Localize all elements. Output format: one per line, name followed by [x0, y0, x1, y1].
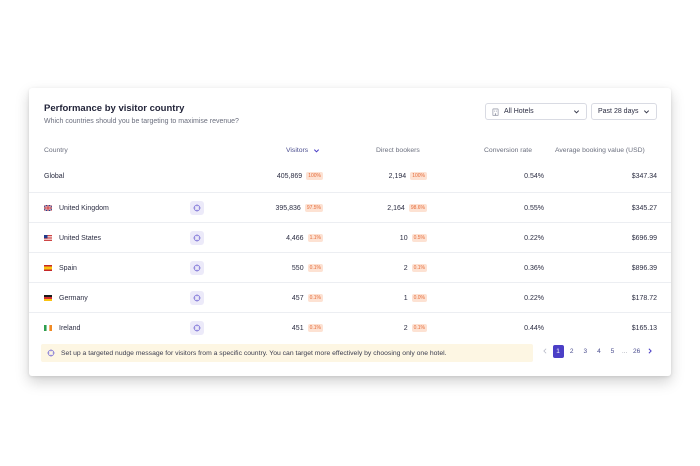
uk-flag-icon	[44, 205, 52, 211]
avg-booking-value: $347.34	[631, 172, 657, 180]
target-country-button[interactable]	[190, 291, 204, 305]
conversion-value: 0.22%	[524, 294, 544, 302]
page-button-4[interactable]: 4	[597, 347, 601, 355]
page-button-last[interactable]: 26	[633, 347, 641, 355]
period-filter-dropdown[interactable]: Past 28 days	[591, 103, 657, 120]
visitors-cell: 405,869 100%	[277, 161, 323, 191]
visitors-pct-badge: 97.5%	[304, 204, 323, 212]
conversion-value: 0.44%	[524, 324, 544, 332]
visitors-value: 550	[291, 264, 304, 272]
targeting-tip-banner: Set up a targeted nudge message for visi…	[41, 344, 533, 362]
visitors-value: 457	[291, 294, 304, 302]
bookers-pct-badge: 98.6%	[408, 204, 427, 212]
germany-flag-icon	[44, 295, 52, 301]
bookers-cell: 2,194 100%	[389, 161, 427, 191]
spain-flag-icon	[44, 265, 52, 271]
chevron-left-icon	[542, 348, 546, 354]
ireland-flag-icon	[44, 325, 52, 331]
crosshair-icon	[47, 349, 55, 357]
page-button-2[interactable]: 2	[569, 347, 574, 355]
visitors-value: 405,869	[276, 172, 303, 180]
bookers-pct-badge: 0.1%	[411, 324, 427, 332]
bookers-value: 2	[403, 324, 408, 332]
country-name: Global	[44, 172, 65, 180]
target-country-button[interactable]	[190, 261, 204, 275]
hotel-filter-label: All Hotels	[504, 108, 534, 115]
visitors-value: 451	[291, 324, 304, 332]
table-row: Ireland 451 0.1% 2 0.1% 0.44% $165.13	[29, 312, 671, 343]
page-button-1[interactable]: 1	[552, 344, 564, 358]
bookers-pct-badge: 0.0%	[411, 294, 427, 302]
chevron-down-icon	[643, 110, 650, 114]
pagination-ellipsis: ...	[621, 347, 628, 355]
bookers-value: 2,194	[388, 172, 407, 180]
avg-booking-value: $178.72	[631, 294, 657, 302]
hotel-icon	[492, 108, 499, 116]
table-row: United States 4,466 1.1% 10 0.5% 0.22% $…	[29, 222, 671, 253]
crosshair-icon	[193, 234, 201, 242]
target-country-button[interactable]	[190, 231, 204, 245]
table-row: Germany 457 0.1% 1 0.0% 0.22% $178.72	[29, 282, 671, 313]
avg-booking-value: $345.27	[631, 204, 657, 212]
avg-booking-value: $165.13	[631, 324, 657, 332]
country-name: United States	[59, 234, 102, 242]
country-name: Germany	[59, 294, 88, 302]
country-name: Spain	[59, 264, 77, 272]
visitors-pct-badge: 0.1%	[307, 294, 323, 302]
us-flag-icon	[44, 235, 52, 241]
visitors-pct-badge: 1.1%	[307, 234, 323, 242]
bookers-value: 10	[399, 234, 408, 242]
bookers-pct-badge: 100%	[410, 172, 427, 180]
chevron-down-icon	[573, 110, 580, 114]
column-header-conversion-rate: Conversion rate	[484, 147, 532, 154]
conversion-value: 0.55%	[524, 204, 544, 212]
bookers-value: 2	[403, 264, 408, 272]
next-page-button[interactable]	[645, 345, 656, 358]
crosshair-icon	[193, 264, 201, 272]
conversion-value: 0.22%	[524, 234, 544, 242]
table-row: United Kingdom 395,836 97.5% 2,164 98.6%…	[29, 192, 671, 223]
table-row-global: Global 405,869 100% 2,194 100% 0.54% $34…	[29, 161, 671, 191]
bookers-value: 2,164	[387, 204, 405, 212]
table-row: Spain 550 0.1% 2 0.1% 0.36% $896.39	[29, 252, 671, 283]
page-button-5[interactable]: 5	[610, 347, 615, 355]
prev-page-button[interactable]	[539, 345, 550, 358]
visitors-value: 4,466	[286, 234, 304, 242]
crosshair-icon	[193, 294, 201, 302]
column-header-visitors[interactable]: Visitors	[286, 147, 320, 154]
target-country-button[interactable]	[190, 201, 204, 215]
sort-desc-icon	[314, 149, 320, 153]
card-title: Performance by visitor country	[44, 103, 185, 114]
crosshair-icon	[193, 204, 201, 212]
column-header-direct-bookers: Direct bookers	[376, 147, 420, 154]
card-subtitle: Which countries should you be targeting …	[44, 118, 239, 125]
column-header-country: Country	[44, 147, 68, 154]
hotel-filter-dropdown[interactable]: All Hotels	[485, 103, 587, 120]
conversion-value: 0.54%	[524, 172, 544, 180]
visitors-pct-badge: 0.1%	[307, 264, 323, 272]
country-name: Ireland	[59, 324, 81, 332]
crosshair-icon	[193, 324, 201, 332]
chevron-right-icon	[648, 348, 653, 354]
tip-text: Set up a targeted nudge message for visi…	[61, 349, 447, 357]
conversion-value: 0.36%	[524, 264, 544, 272]
column-header-avg-booking-value: Average booking value (USD)	[555, 147, 645, 154]
page-button-3[interactable]: 3	[583, 347, 588, 355]
visitors-pct-badge: 100%	[306, 172, 323, 180]
visitors-pct-badge: 0.1%	[307, 324, 323, 332]
visitors-header-label: Visitors	[286, 147, 309, 154]
target-country-button[interactable]	[190, 321, 204, 335]
bookers-pct-badge: 0.1%	[411, 264, 427, 272]
country-performance-card: Performance by visitor country Which cou…	[29, 88, 671, 376]
avg-booking-value: $696.99	[631, 234, 657, 242]
country-name: United Kingdom	[59, 204, 109, 212]
avg-booking-value: $896.39	[631, 264, 657, 272]
bookers-value: 1	[403, 294, 408, 302]
pagination: 1 2 3 4 5 ... 26	[539, 344, 658, 358]
bookers-pct-badge: 0.5%	[411, 234, 427, 242]
visitors-value: 395,836	[275, 204, 301, 212]
period-filter-label: Past 28 days	[598, 108, 639, 115]
